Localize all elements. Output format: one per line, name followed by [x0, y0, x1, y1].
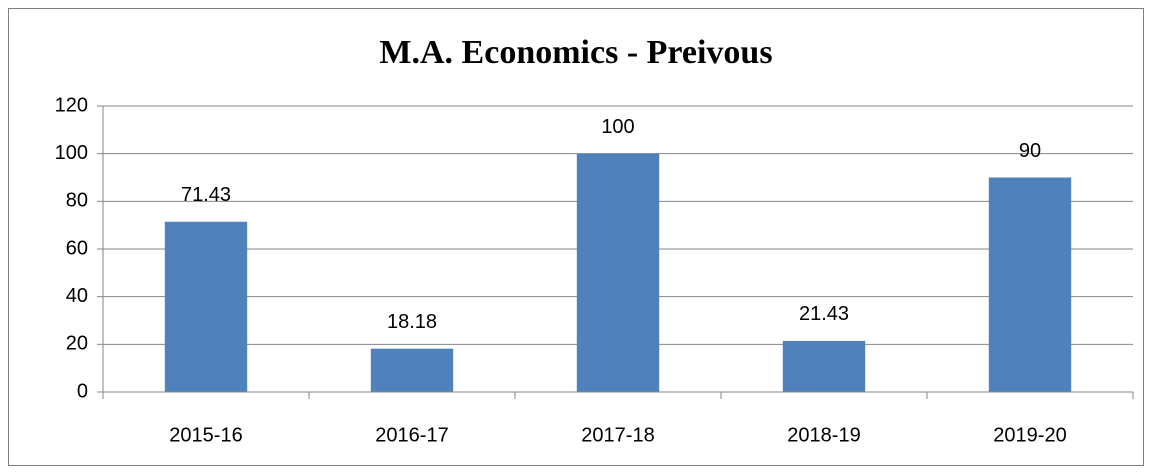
y-tick-label: 80: [66, 190, 88, 212]
y-tick-label: 0: [77, 380, 88, 402]
y-tick-label: 20: [66, 333, 88, 355]
x-tick-label: 2019-20: [993, 424, 1066, 446]
chart-title: M.A. Economics - Preivous: [379, 34, 772, 71]
x-tick-label: 2017-18: [581, 424, 654, 446]
x-tick-label: 2016-17: [375, 424, 448, 446]
bar: [164, 221, 248, 392]
y-tick-label: 100: [55, 142, 88, 164]
bar: [988, 177, 1072, 392]
data-label: 71.43: [181, 184, 231, 206]
data-label: 18.18: [387, 311, 437, 333]
y-tick-label: 60: [66, 237, 88, 259]
bar: [370, 348, 454, 392]
x-tick-label: 2015-16: [169, 424, 242, 446]
data-label: 90: [1019, 140, 1041, 162]
y-tick-label: 120: [55, 94, 88, 116]
y-tick-label: 40: [66, 285, 88, 307]
bar: [782, 340, 866, 392]
bar: [576, 153, 660, 392]
data-label: 100: [601, 116, 634, 138]
x-tick-label: 2018-19: [787, 424, 860, 446]
data-label: 21.43: [799, 303, 849, 325]
